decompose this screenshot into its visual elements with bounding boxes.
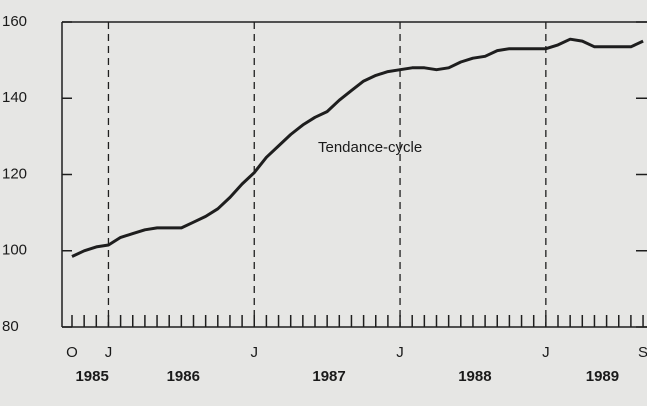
y-tick-label: 80: [2, 318, 19, 335]
year-label: 1987: [312, 368, 345, 385]
annotation: Tendance-cycle: [318, 139, 422, 156]
series-line: [71, 37, 644, 258]
year-label: 1988: [458, 368, 491, 385]
x-tick-label: S: [638, 344, 647, 361]
y-tick-label: 140: [2, 89, 27, 106]
year-label: 1985: [75, 368, 108, 385]
y-tick-label: 120: [2, 165, 27, 182]
year-label: 1986: [167, 368, 200, 385]
y-tick-label: 160: [2, 13, 27, 30]
x-tick-label: J: [396, 344, 404, 361]
year-label: 1989: [586, 368, 619, 385]
x-tick-label: J: [542, 344, 550, 361]
x-tick-label: O: [66, 344, 78, 361]
y-tick-label: 100: [2, 242, 27, 259]
x-tick-label: J: [105, 344, 113, 361]
x-tick-label: J: [251, 344, 259, 361]
